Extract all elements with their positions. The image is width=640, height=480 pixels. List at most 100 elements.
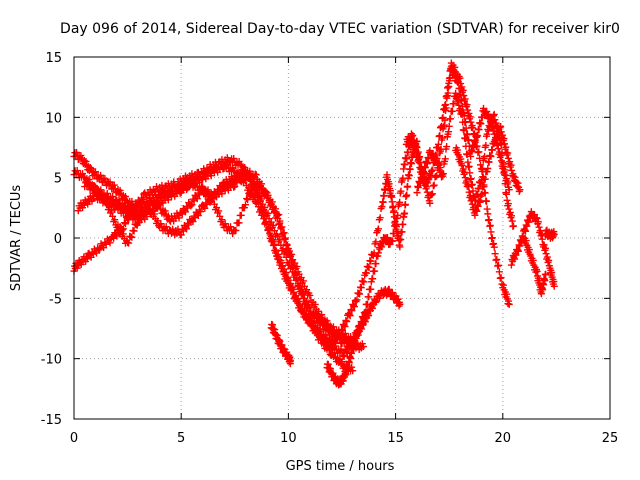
data-point: [388, 198, 396, 206]
data-point: [276, 217, 284, 225]
data-point: [282, 269, 290, 277]
data-point: [454, 78, 462, 86]
data-point: [539, 286, 547, 294]
data-point: [196, 208, 204, 216]
x-tick-label: 10: [280, 431, 297, 446]
data-point: [390, 207, 398, 215]
data-point: [181, 208, 189, 216]
data-point: [396, 243, 404, 251]
data-point: [194, 212, 202, 220]
data-point: [481, 175, 489, 183]
data-point: [268, 236, 276, 244]
data-point: [498, 280, 506, 288]
data-point: [516, 242, 524, 250]
data-point: [187, 202, 195, 210]
data-point: [510, 222, 518, 230]
data-point: [390, 229, 398, 237]
data-point: [540, 281, 548, 289]
data-point: [378, 203, 386, 211]
data-point: [266, 231, 274, 239]
data-point: [218, 216, 226, 224]
data-point: [235, 157, 243, 165]
data-point: [136, 214, 144, 222]
data-point: [132, 206, 140, 214]
data-point: [298, 288, 306, 296]
data-point: [376, 214, 384, 222]
data-point: [288, 257, 296, 265]
data-point: [411, 141, 419, 149]
data-point: [477, 161, 485, 169]
data-point: [438, 122, 446, 130]
data-point: [491, 250, 499, 258]
data-point: [201, 204, 209, 212]
data-point: [111, 216, 119, 224]
data-point: [284, 245, 292, 253]
data-point: [142, 205, 150, 213]
data-point: [492, 256, 500, 264]
data-point: [357, 284, 365, 292]
data-point: [299, 277, 307, 285]
data-point: [448, 107, 456, 115]
data-point: [478, 190, 486, 198]
data-point: [264, 209, 272, 217]
data-point: [162, 223, 170, 231]
data-point: [121, 220, 129, 228]
data-point: [403, 155, 411, 163]
data-point: [403, 191, 411, 199]
data-point: [277, 256, 285, 264]
data-point: [346, 343, 354, 351]
data-point: [469, 187, 477, 195]
y-tick-label: -5: [49, 292, 62, 307]
data-point: [95, 246, 103, 254]
data-point: [290, 263, 298, 271]
x-tick-label: 5: [177, 431, 185, 446]
data-point: [474, 132, 482, 140]
data-point: [297, 290, 305, 298]
data-point: [311, 300, 319, 308]
data-point: [362, 269, 370, 277]
data-point: [379, 198, 387, 206]
data-point: [215, 207, 223, 215]
data-point: [103, 189, 111, 197]
data-point: [356, 324, 364, 332]
data-point: [120, 205, 128, 213]
data-point: [177, 231, 185, 239]
y-axis-label: SDTVAR / TECUs: [9, 185, 24, 292]
data-point: [272, 205, 280, 213]
data-point: [345, 311, 353, 319]
data-point: [350, 303, 358, 311]
chart-title: Day 096 of 2014, Sidereal Day-to-day VTE…: [60, 21, 620, 37]
data-point: [209, 195, 217, 203]
data-point: [101, 194, 109, 202]
data-point: [458, 110, 466, 118]
data-point: [475, 185, 483, 193]
data-point: [367, 285, 375, 293]
data-point: [237, 211, 245, 219]
data-point: [359, 343, 367, 351]
data-point: [261, 204, 269, 212]
data-point: [110, 181, 118, 189]
x-tick-label: 20: [495, 431, 512, 446]
data-point: [252, 171, 260, 179]
data-point: [428, 191, 436, 199]
data-point: [350, 302, 358, 310]
data-point: [496, 274, 504, 282]
data-point: [487, 152, 495, 160]
data-point: [475, 126, 483, 134]
data-point: [221, 220, 229, 228]
data-point: [372, 238, 380, 246]
data-point: [283, 241, 291, 249]
data-point: [488, 146, 496, 154]
data-point: [249, 187, 257, 195]
data-point: [413, 189, 421, 197]
data-point: [514, 247, 522, 255]
data-point: [227, 223, 235, 231]
data-point: [329, 323, 337, 331]
data-point: [405, 172, 413, 180]
data-point: [394, 211, 402, 219]
data-point: [463, 130, 471, 138]
data-point: [285, 251, 293, 259]
data-point: [426, 199, 434, 207]
data-point: [303, 305, 311, 313]
data-point: [336, 331, 344, 339]
